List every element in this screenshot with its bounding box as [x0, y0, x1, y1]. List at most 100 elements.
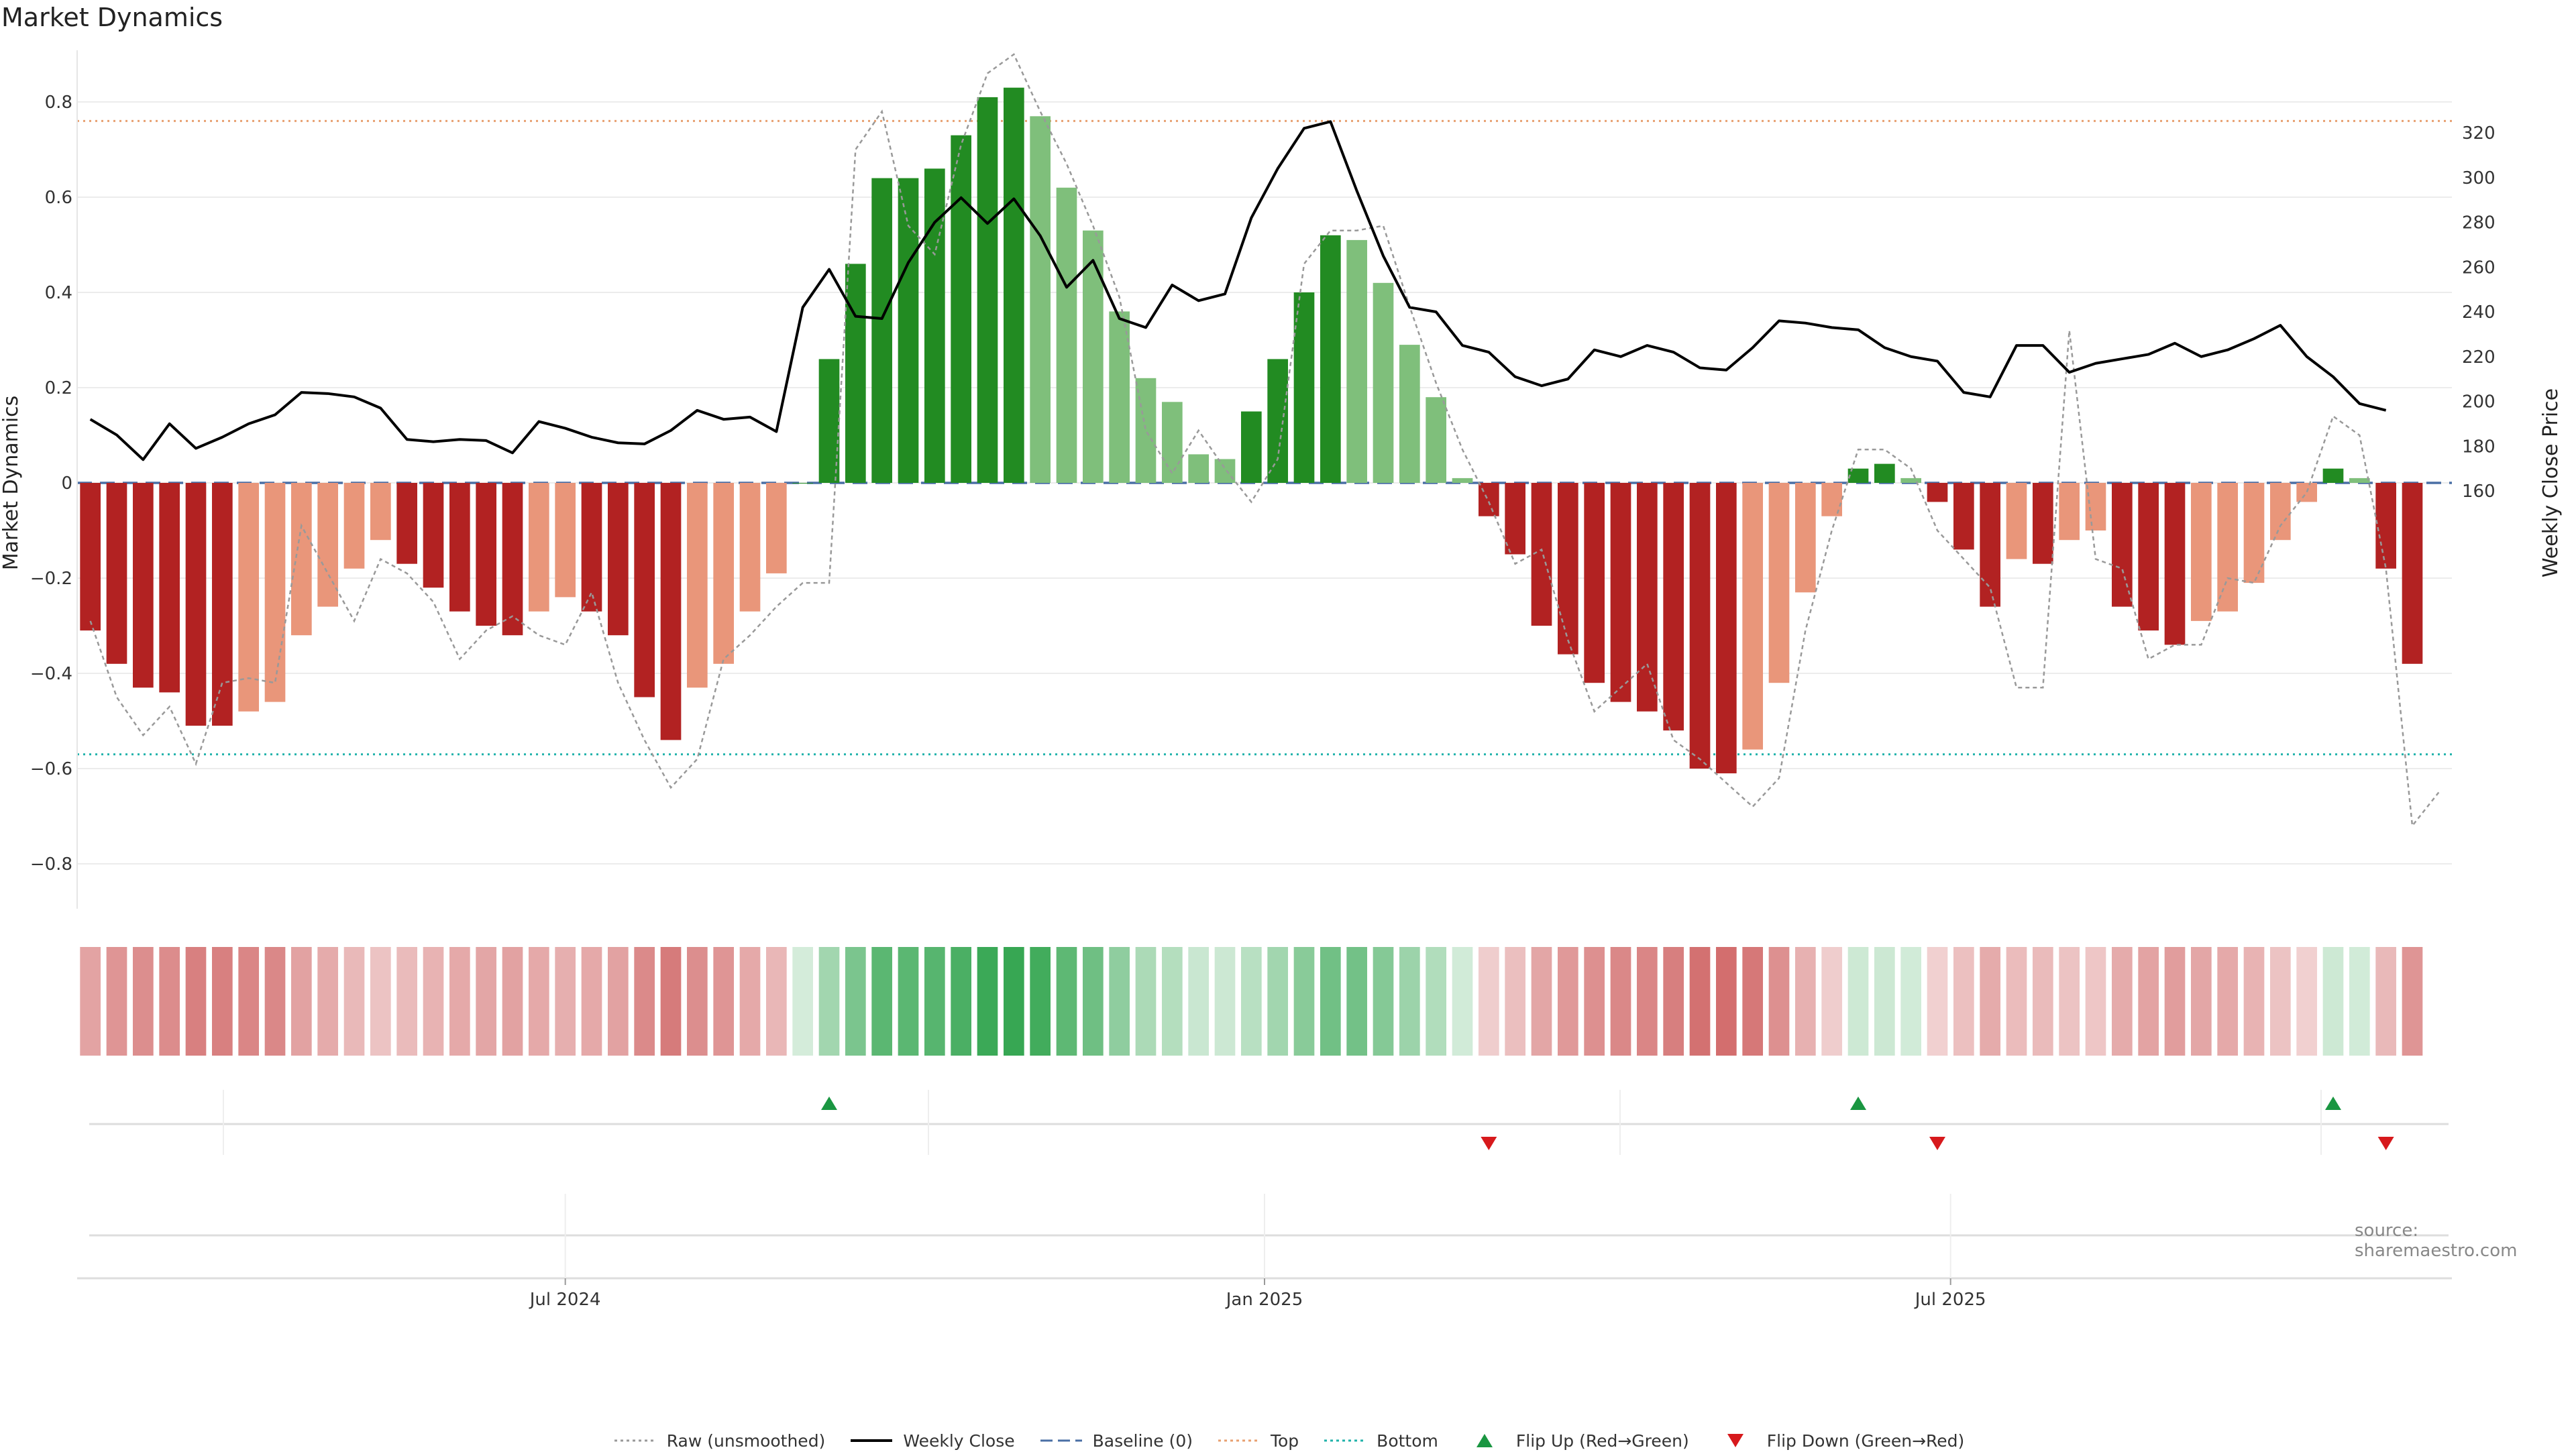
dynamics-bar	[2322, 468, 2344, 483]
heat-strip-cell	[2190, 947, 2212, 1056]
dynamics-bar	[1056, 187, 1077, 483]
dynamics-bar	[1240, 411, 1262, 483]
dynamics-bar	[2269, 483, 2291, 541]
dynamics-bar	[1478, 483, 1499, 516]
heat-strip-cell	[1214, 947, 1236, 1056]
heat-strip-cell	[818, 947, 840, 1056]
heat-strip-cell	[2138, 947, 2159, 1056]
source-credit: source: sharemaestro.com	[2355, 1221, 2518, 1261]
legend-item: Weekly Close	[848, 1431, 1015, 1451]
heat-strip-cell	[1874, 947, 1895, 1056]
heat-strip-cell	[1109, 947, 1130, 1056]
right-tick-label: 160	[2462, 482, 2496, 502]
dynamics-bar	[2164, 483, 2186, 645]
x-tick-label: Jul 2024	[529, 1290, 601, 1310]
legend-item: Raw (unsmoothed)	[612, 1431, 826, 1451]
legend-label: Flip Up (Red→Green)	[1515, 1431, 1689, 1451]
dynamics-bar	[1531, 483, 1552, 626]
heat-strip-cell	[423, 947, 444, 1056]
heat-strip-cell	[898, 947, 919, 1056]
dynamics-bar	[185, 483, 207, 726]
heat-strip-cell	[2032, 947, 2053, 1056]
legend-item: Bottom	[1322, 1431, 1438, 1451]
left-tick-label: −0.4	[30, 664, 72, 684]
heat-strip-cell	[317, 947, 339, 1056]
heat-strip-cell	[686, 947, 708, 1056]
legend-swatch	[1040, 1439, 1082, 1442]
dynamics-bar	[1742, 483, 1764, 750]
dynamics-bar	[80, 483, 101, 631]
dynamics-bar	[264, 483, 286, 702]
dynamics-bar	[238, 483, 260, 712]
dynamics-bar	[607, 483, 629, 636]
heat-strip-cell	[951, 947, 972, 1056]
heat-strip-cell	[211, 947, 233, 1056]
dynamics-bar	[713, 483, 735, 664]
chart-legend: Raw (unsmoothed) Weekly Close Baseline (0)…	[0, 1427, 2576, 1454]
dynamics-bar	[660, 483, 682, 740]
right-tick-label: 240	[2462, 302, 2496, 323]
legend-label: Weekly Close	[903, 1431, 1015, 1451]
heat-strip-cell	[607, 947, 629, 1056]
left-tick-label: 0.8	[45, 93, 72, 113]
heat-strip-cell	[977, 947, 998, 1056]
legend-marker	[1727, 1434, 1743, 1447]
dynamics-bar	[1874, 463, 1895, 483]
dynamics-bar	[1320, 235, 1341, 483]
heat-strip-cell	[1082, 947, 1104, 1056]
heat-strip-cell	[396, 947, 418, 1056]
heat-strip-cell	[264, 947, 286, 1056]
dynamics-bar	[1426, 397, 1447, 483]
heat-strip-cell	[2059, 947, 2080, 1056]
dynamics-bar	[581, 483, 602, 612]
dynamics-bar	[1557, 483, 1578, 655]
heat-strip-cell	[634, 947, 655, 1056]
dynamics-bar	[792, 483, 814, 484]
dynamics-bar	[1505, 483, 1526, 555]
dynamics-bar	[1636, 483, 1658, 712]
heat-strip-cell	[1980, 947, 2001, 1056]
heat-strip-cell	[739, 947, 761, 1056]
raw-unsmoothed-line	[89, 53, 2440, 828]
heat-strip-cell	[1003, 947, 1024, 1056]
dynamics-bar	[1689, 483, 1711, 769]
heat-strip-cell	[2006, 947, 2027, 1056]
heat-strip-cell	[185, 947, 207, 1056]
dynamics-bar	[1452, 478, 1473, 483]
dynamics-bar	[2059, 483, 2080, 541]
heat-strip-cell	[1663, 947, 1684, 1056]
heat-strip-cell	[713, 947, 735, 1056]
heat-strip-cell	[1900, 947, 1922, 1056]
right-tick-label: 280	[2462, 213, 2496, 233]
legend-swatch	[851, 1439, 893, 1442]
flip-up-marker	[1850, 1097, 1866, 1110]
right-tick-label: 260	[2462, 258, 2496, 278]
dynamics-bar	[2375, 483, 2397, 569]
legend-swatch	[614, 1439, 656, 1442]
legend-marker	[1476, 1434, 1493, 1447]
page-title: Market Dynamics	[1, 3, 223, 32]
heat-strip-cell	[1320, 947, 1341, 1056]
dynamics-bar	[211, 483, 233, 726]
dynamics-bar	[1267, 359, 1289, 483]
heat-strip-cell	[924, 947, 945, 1056]
left-tick-label: −0.2	[30, 569, 72, 589]
dynamics-bar	[476, 483, 497, 626]
legend-item: Baseline (0)	[1038, 1431, 1193, 1451]
flip-down-marker	[1481, 1137, 1497, 1150]
dynamics-bar	[2032, 483, 2053, 564]
left-tick-label: 0	[61, 473, 72, 494]
heat-strip-cell	[1188, 947, 1210, 1056]
heat-strip-cell	[1847, 947, 1869, 1056]
dynamics-bar	[1109, 311, 1130, 483]
legend-item: Flip Down (Green→Red)	[1712, 1431, 1964, 1451]
legend-swatch	[1727, 1434, 1743, 1447]
flip-down-marker	[2377, 1137, 2394, 1150]
dynamics-bar	[449, 483, 470, 612]
heat-strip-cell	[2243, 947, 2265, 1056]
heat-strip-cell	[765, 947, 787, 1056]
flip-up-marker	[821, 1097, 837, 1110]
heat-strip-cell	[555, 947, 576, 1056]
legend-label: Raw (unsmoothed)	[666, 1431, 826, 1451]
legend-label: Top	[1270, 1431, 1299, 1451]
